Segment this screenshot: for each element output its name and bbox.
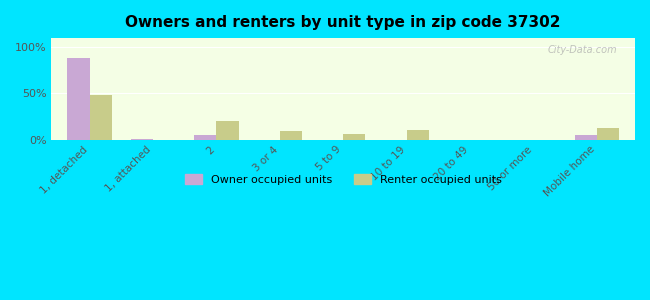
Text: City-Data.com: City-Data.com (548, 45, 617, 55)
Title: Owners and renters by unit type in zip code 37302: Owners and renters by unit type in zip c… (125, 15, 561, 30)
Legend: Owner occupied units, Renter occupied units: Owner occupied units, Renter occupied un… (181, 170, 506, 190)
Bar (280, 131, 302, 140)
Bar (343, 134, 365, 140)
Bar (90, 95, 112, 140)
Bar (68, 58, 90, 140)
Bar (575, 135, 597, 140)
Bar (194, 135, 216, 140)
Bar (216, 121, 239, 140)
Bar (131, 139, 153, 140)
Bar (597, 128, 619, 140)
Bar (407, 130, 429, 140)
